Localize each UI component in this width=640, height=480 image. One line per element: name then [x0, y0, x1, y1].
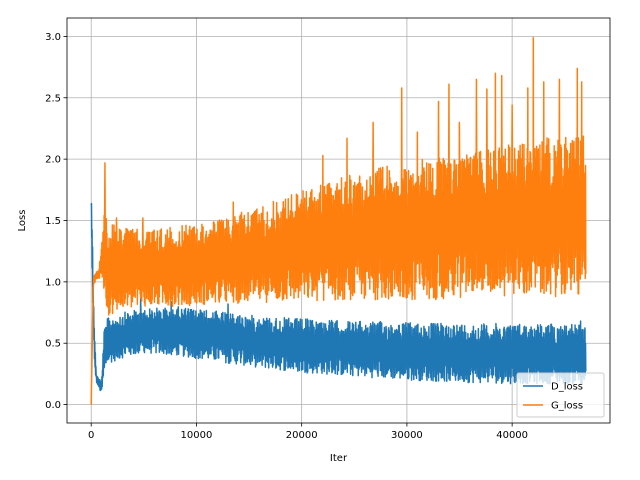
x-tick-label: 20000 [286, 430, 318, 441]
ticks: 0 10000 20000 30000 40000 0.0 0.5 1.0 1.5 2.0 2.5 3… [45, 32, 528, 441]
x-tick-label: 30000 [391, 430, 423, 441]
y-tick-label: 2.0 [45, 155, 61, 166]
x-tick-label: 0 [88, 430, 94, 441]
x-axis-label: Iter [330, 453, 348, 464]
legend-box [516, 372, 605, 418]
y-tick-label: 3.0 [45, 32, 61, 43]
y-tick-label: 2.5 [45, 93, 61, 104]
y-tick-label: 0.5 [45, 339, 61, 350]
x-tick-label: 10000 [181, 430, 213, 441]
y-tick-label: 1.0 [45, 277, 61, 288]
y-tick-label: 0.0 [45, 400, 61, 411]
y-tick-label: 1.5 [45, 216, 61, 227]
legend-label-d-loss: D_loss [551, 382, 583, 393]
series-d-loss-line [90, 202, 587, 392]
x-tick-label: 40000 [496, 430, 528, 441]
series-g-loss-line [90, 36, 587, 405]
series-layer [90, 36, 587, 405]
legend: D_loss G_loss [516, 372, 605, 418]
y-axis-label: Loss [17, 210, 28, 232]
legend-label-g-loss: G_loss [551, 401, 583, 412]
